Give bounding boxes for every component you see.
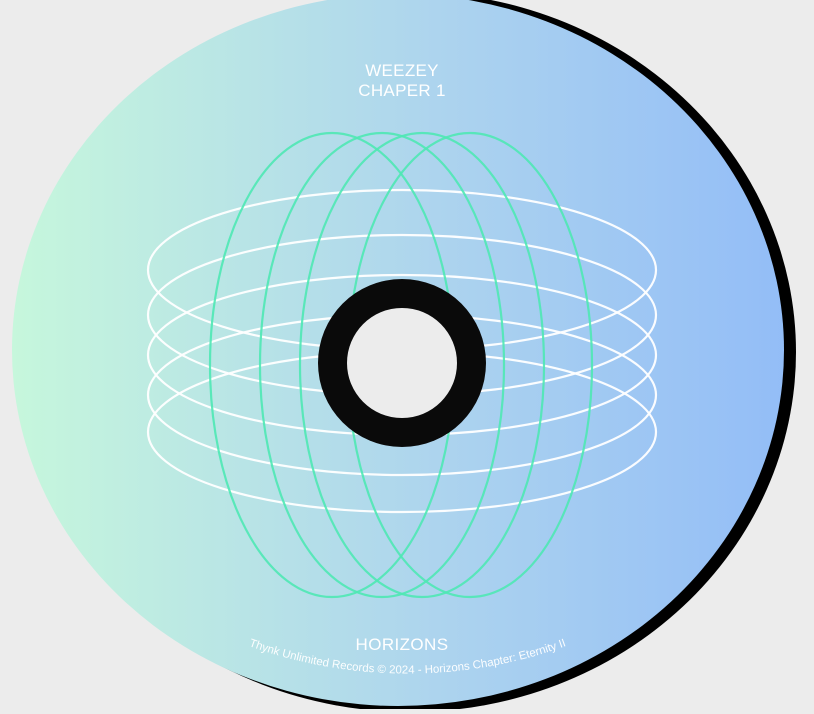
disc-hole-ring-icon xyxy=(318,279,486,447)
green-vertical-ellipses xyxy=(208,131,594,599)
artist-name: WEEZEY xyxy=(365,61,439,80)
chapter-label: CHAPER 1 xyxy=(358,81,445,100)
album-title: HORIZONS xyxy=(356,635,449,654)
